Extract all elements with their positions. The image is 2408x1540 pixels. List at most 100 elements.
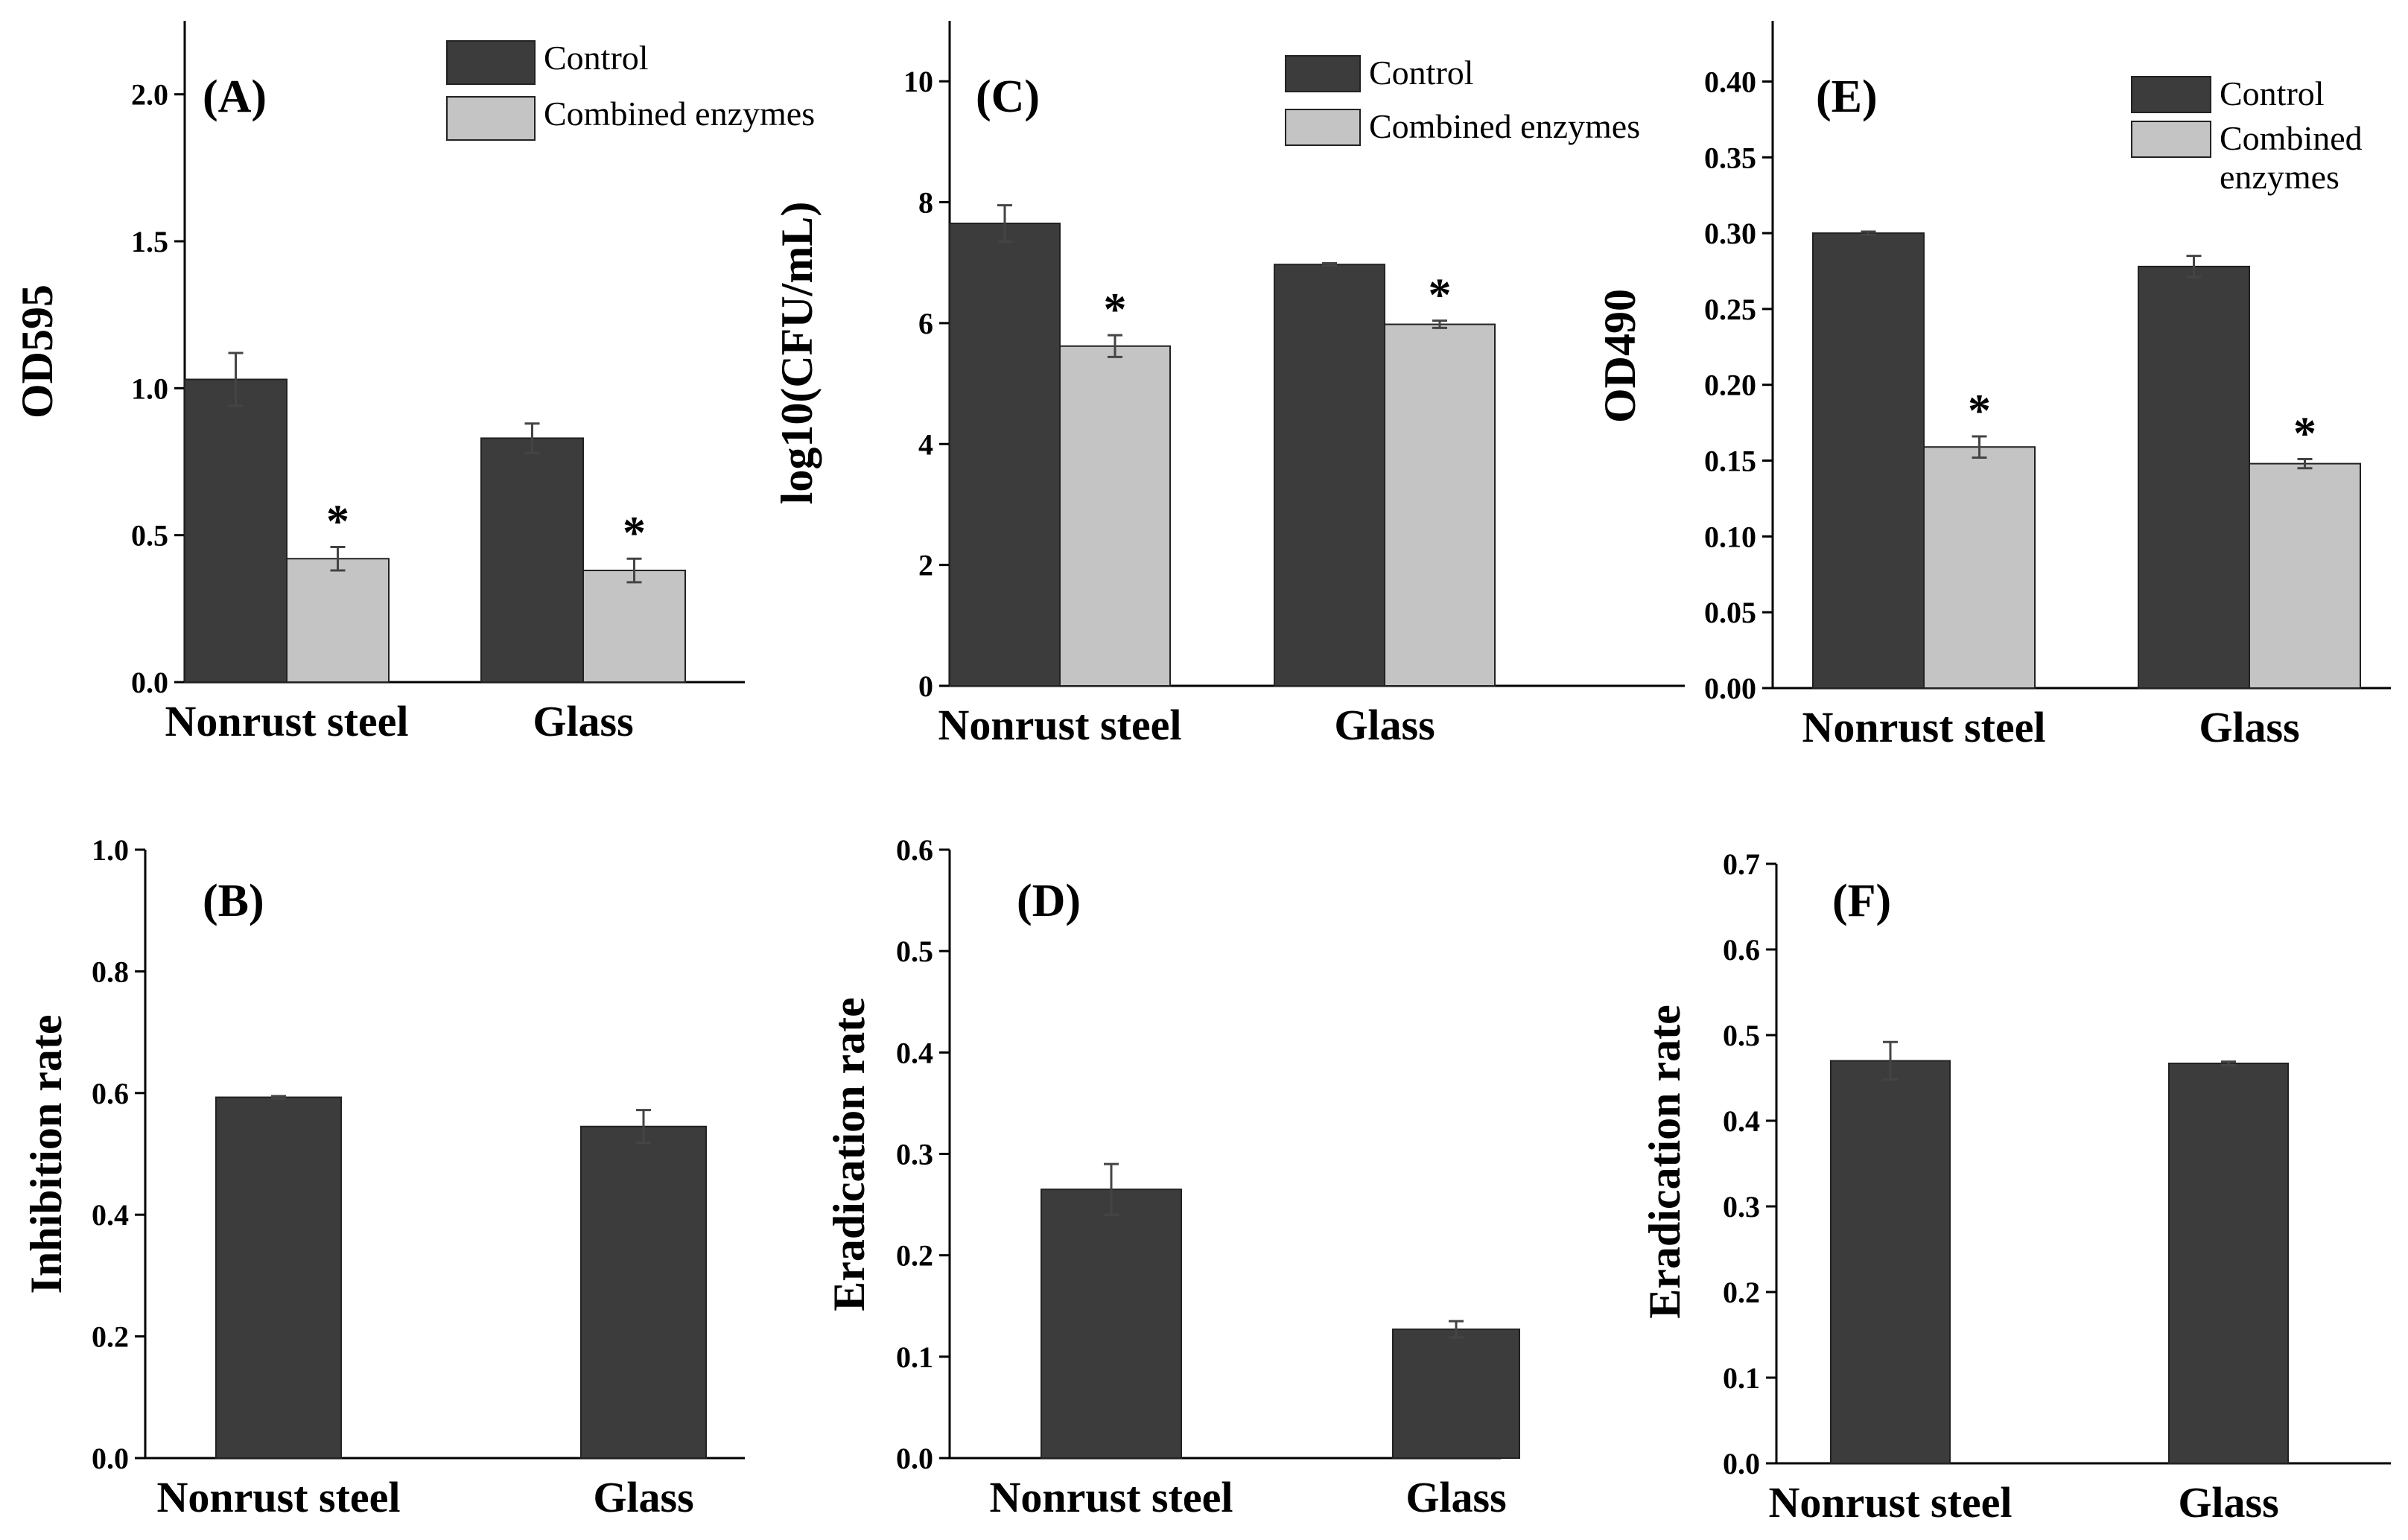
- legend-swatch: [2131, 76, 2211, 113]
- significance-marker: *: [623, 508, 646, 559]
- legend-label: Control: [544, 39, 649, 77]
- legend-swatch: [446, 40, 536, 85]
- chart-panel: 0.0 0.2 0.4 0.6 0.8 1.0 Inhibition rate (B) Nonr…: [22, 833, 745, 1521]
- x-category-label: Glass: [2199, 703, 2299, 751]
- legend-swatch: [1285, 109, 1361, 146]
- bar: [1274, 264, 1385, 687]
- x-category-label: Glass: [533, 697, 633, 745]
- y-tick-label: 0.05: [1704, 596, 1756, 629]
- significance-marker: *: [1104, 284, 1127, 335]
- significance-marker: *: [1968, 386, 1991, 436]
- y-tick-label: 0.35: [1704, 141, 1756, 174]
- legend-label: Control: [1369, 54, 1474, 92]
- y-tick-label: 0.00: [1704, 672, 1756, 705]
- bar: [215, 1096, 342, 1460]
- bar: [2168, 1062, 2289, 1464]
- significance-marker: *: [326, 496, 349, 547]
- y-tick-label: 0.5: [131, 519, 168, 553]
- chart-panel: 0 2 4 6 8 10 log10(CFU/mL) (C) * Nonrust steel * Gl…: [772, 21, 1685, 749]
- y-tick-label: 0.10: [1704, 520, 1756, 553]
- x-category-label: Glass: [593, 1473, 693, 1521]
- y-tick-label: 0.4: [1723, 1104, 1760, 1138]
- y-tick-label: 0.8: [92, 955, 129, 988]
- bar: [1392, 1329, 1520, 1460]
- y-tick-label: 0.0: [92, 1442, 129, 1475]
- bar: [1923, 446, 2036, 690]
- legend-label: Combined: [2220, 119, 2363, 157]
- chart-panel: 0.00 0.05 0.10 0.15 0.20 0.25 0.30 0.35 0.40 OD49…: [1595, 21, 2391, 751]
- y-tick-label: 2.0: [131, 78, 168, 112]
- chart-panel: 0.0 0.1 0.2 0.3 0.4 0.5 0.6 Eradication rate (D)…: [825, 833, 1520, 1521]
- y-tick-label: 0.4: [92, 1198, 129, 1232]
- bar: [2249, 462, 2361, 689]
- bar: [1059, 345, 1171, 687]
- legend: Control Combined enzymes: [446, 39, 815, 141]
- legend-swatch: [1285, 55, 1361, 92]
- bar: [286, 558, 390, 683]
- y-tick-label: 0.6: [896, 833, 933, 867]
- x-category-label: Nonrust steel: [156, 1473, 400, 1521]
- bar: [1812, 232, 1925, 690]
- bar: [2138, 265, 2250, 689]
- y-tick-label: 0.3: [896, 1138, 933, 1171]
- y-tick-label: 0.20: [1704, 369, 1756, 402]
- y-tick-label: 0.0: [896, 1442, 933, 1475]
- y-tick-label: 10: [903, 65, 933, 98]
- legend-swatch: [2131, 121, 2211, 158]
- y-tick-label: 0.30: [1704, 217, 1756, 250]
- bar: [1384, 323, 1496, 687]
- legend: Control Combined enzymes: [1285, 54, 1640, 146]
- y-axis-label: OD595: [13, 284, 62, 419]
- bar: [580, 1125, 707, 1459]
- y-tick-label: 0.5: [1723, 1019, 1760, 1052]
- bar: [480, 437, 584, 684]
- y-tick-label: 0.7: [1723, 847, 1760, 881]
- y-axis-label: Inhibition rate: [22, 1014, 71, 1294]
- y-tick-label: 0.5: [896, 935, 933, 968]
- y-tick-label: 0.2: [896, 1239, 933, 1273]
- panel-label: (D): [1017, 876, 1081, 926]
- y-tick-label: 1.0: [92, 833, 129, 867]
- y-tick-label: 0.1: [896, 1340, 933, 1374]
- panel-label: (B): [203, 876, 264, 926]
- panel-label: (C): [976, 71, 1040, 122]
- bar: [1830, 1060, 1951, 1464]
- y-tick-label: 0.15: [1704, 445, 1756, 478]
- y-tick-label: 0.6: [92, 1077, 129, 1110]
- x-category-label: Nonrust steel: [165, 697, 408, 745]
- y-axis-label: OD490: [1595, 289, 1645, 423]
- bar: [949, 222, 1061, 687]
- y-tick-label: 0.40: [1704, 65, 1756, 98]
- legend-label: Combined enzymes: [544, 95, 815, 133]
- y-tick-label: 2: [918, 549, 933, 582]
- x-category-label: Nonrust steel: [938, 701, 1181, 749]
- significance-marker: *: [2293, 409, 2316, 459]
- y-tick-label: 0.3: [1723, 1190, 1760, 1224]
- y-tick-label: 0.0: [131, 666, 168, 699]
- legend-label: Combined enzymes: [1369, 107, 1640, 145]
- y-tick-label: 1.5: [131, 225, 168, 258]
- y-tick-label: 0.0: [1723, 1447, 1760, 1480]
- panel-label: (E): [1816, 71, 1878, 122]
- y-axis-label: Eradication rate: [825, 997, 874, 1311]
- y-tick-label: 0.6: [1723, 933, 1760, 967]
- x-category-label: Nonrust steel: [989, 1473, 1233, 1521]
- y-tick-label: 6: [918, 307, 933, 340]
- y-tick-label: 0: [918, 669, 933, 703]
- x-category-label: Glass: [2178, 1478, 2278, 1527]
- y-axis-label: Eradication rate: [1640, 1005, 1689, 1319]
- y-tick-label: 0.2: [1723, 1276, 1760, 1309]
- x-category-label: Glass: [1334, 701, 1435, 749]
- bar: [1041, 1189, 1182, 1459]
- y-tick-label: 0.4: [896, 1036, 933, 1069]
- y-tick-label: 0.1: [1723, 1361, 1760, 1395]
- legend-label: enzymes: [2220, 158, 2339, 196]
- chart-panel: 0.0 0.5 1.0 1.5 2.0 OD595 (A) * Nonrust steel * Gl…: [13, 21, 815, 745]
- legend-label: Control: [2220, 74, 2325, 112]
- legend-swatch: [446, 96, 536, 141]
- bar: [582, 570, 686, 683]
- panel-label: (F): [1832, 876, 1891, 926]
- x-category-label: Glass: [1405, 1473, 1506, 1521]
